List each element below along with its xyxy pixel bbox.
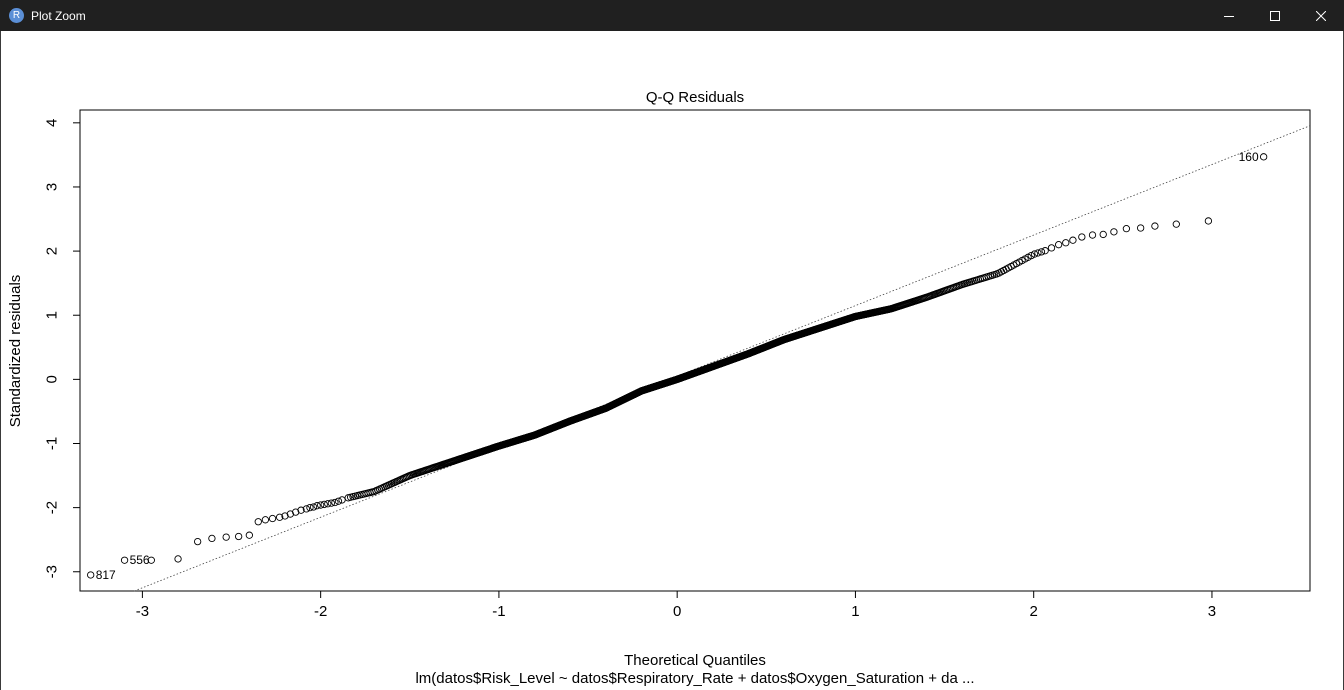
data-point	[292, 508, 300, 516]
data-point	[334, 497, 343, 505]
y-tick-label: 0	[44, 375, 61, 383]
data-point	[254, 518, 262, 526]
data-point	[286, 510, 294, 518]
data-point	[338, 496, 346, 504]
r-logo-icon: R	[9, 8, 24, 23]
x-tick-label: -1	[492, 603, 505, 620]
data-point	[327, 499, 335, 507]
reference-line	[134, 125, 1311, 592]
reference-line-layer	[134, 125, 1311, 592]
data-point	[120, 556, 129, 564]
data-point	[261, 516, 270, 524]
data-point	[1041, 247, 1049, 255]
data-point	[276, 513, 284, 521]
window-border-left	[0, 31, 1, 690]
point-label: 160	[1239, 150, 1259, 164]
chart-title: Q-Q Residuals	[646, 89, 744, 106]
data-point	[1172, 220, 1180, 228]
minimize-button[interactable]	[1206, 0, 1252, 31]
data-point	[87, 571, 95, 579]
data-point	[194, 537, 202, 546]
minimize-icon	[1224, 15, 1234, 17]
data-point	[1078, 233, 1086, 241]
plot-area-box	[79, 109, 1311, 592]
point-labels-layer: 817 556 160	[96, 150, 1259, 582]
data-point	[1151, 222, 1159, 230]
close-icon	[1316, 10, 1326, 21]
model-formula-subtitle: lm(datos$Risk_Level ~ datos$Respiratory_…	[415, 670, 974, 687]
data-point	[268, 514, 277, 523]
y-tick-label: 1	[44, 311, 61, 319]
data-point	[309, 503, 318, 511]
data-point	[1122, 224, 1131, 233]
close-button[interactable]	[1298, 0, 1344, 31]
data-point	[1047, 244, 1056, 252]
data-point	[222, 533, 230, 541]
maximize-icon	[1270, 10, 1280, 21]
data-point	[235, 532, 243, 541]
data-point	[306, 503, 314, 512]
data-point	[245, 531, 253, 539]
window-title: Plot Zoom	[31, 8, 86, 23]
data-point	[1037, 248, 1046, 256]
window-controls	[1206, 0, 1344, 31]
data-point	[317, 501, 325, 509]
y-tick-label: 4	[44, 119, 61, 127]
data-point	[1088, 231, 1097, 239]
data-point	[1099, 230, 1107, 239]
y-tick-label: -1	[44, 437, 61, 450]
x-tick-label: 1	[851, 603, 859, 620]
data-point	[1260, 153, 1268, 161]
data-point	[174, 555, 182, 563]
qq-plot: Q-Q Residuals -3 -2 -1 0 1 2 3 -3 -2 -1 0 1 2 3 4 817 5…	[7, 89, 1311, 687]
axes-layer: -3 -2 -1 0 1 2 3 -3 -2 -1 0 1 2 3 4	[44, 119, 1217, 620]
data-point	[1069, 236, 1077, 244]
x-tick-label: 2	[1030, 603, 1038, 620]
data-point	[302, 505, 311, 513]
data-point	[320, 500, 328, 509]
data-point	[147, 556, 155, 564]
data-point	[1030, 250, 1039, 258]
maximize-button[interactable]	[1252, 0, 1298, 31]
x-tick-label: -2	[314, 603, 327, 620]
data-point	[313, 502, 321, 510]
data-point	[324, 500, 332, 508]
data-point	[1110, 228, 1118, 236]
x-axis-label: Theoretical Quantiles	[624, 652, 766, 669]
y-tick-label: 3	[44, 183, 61, 191]
data-point	[1055, 241, 1063, 249]
x-tick-label: -3	[136, 603, 149, 620]
point-label: 556	[130, 553, 150, 567]
y-tick-label: -2	[44, 501, 61, 514]
data-point	[208, 534, 216, 543]
data-point	[297, 506, 305, 514]
y-tick-label: -3	[44, 565, 61, 578]
x-tick-label: 3	[1208, 603, 1216, 620]
data-point	[1137, 224, 1145, 232]
points-layer	[87, 153, 1268, 579]
y-axis-label: Standardized residuals	[7, 275, 24, 428]
window-titlebar: R Plot Zoom	[0, 0, 1344, 31]
point-label: 817	[96, 568, 116, 582]
data-point	[1027, 251, 1035, 260]
y-tick-label: 2	[44, 247, 61, 255]
data-point	[1204, 217, 1213, 225]
data-point	[331, 498, 339, 507]
data-point	[1062, 239, 1070, 247]
x-tick-label: 0	[673, 603, 681, 620]
data-point	[1034, 249, 1042, 257]
data-point	[281, 512, 289, 520]
